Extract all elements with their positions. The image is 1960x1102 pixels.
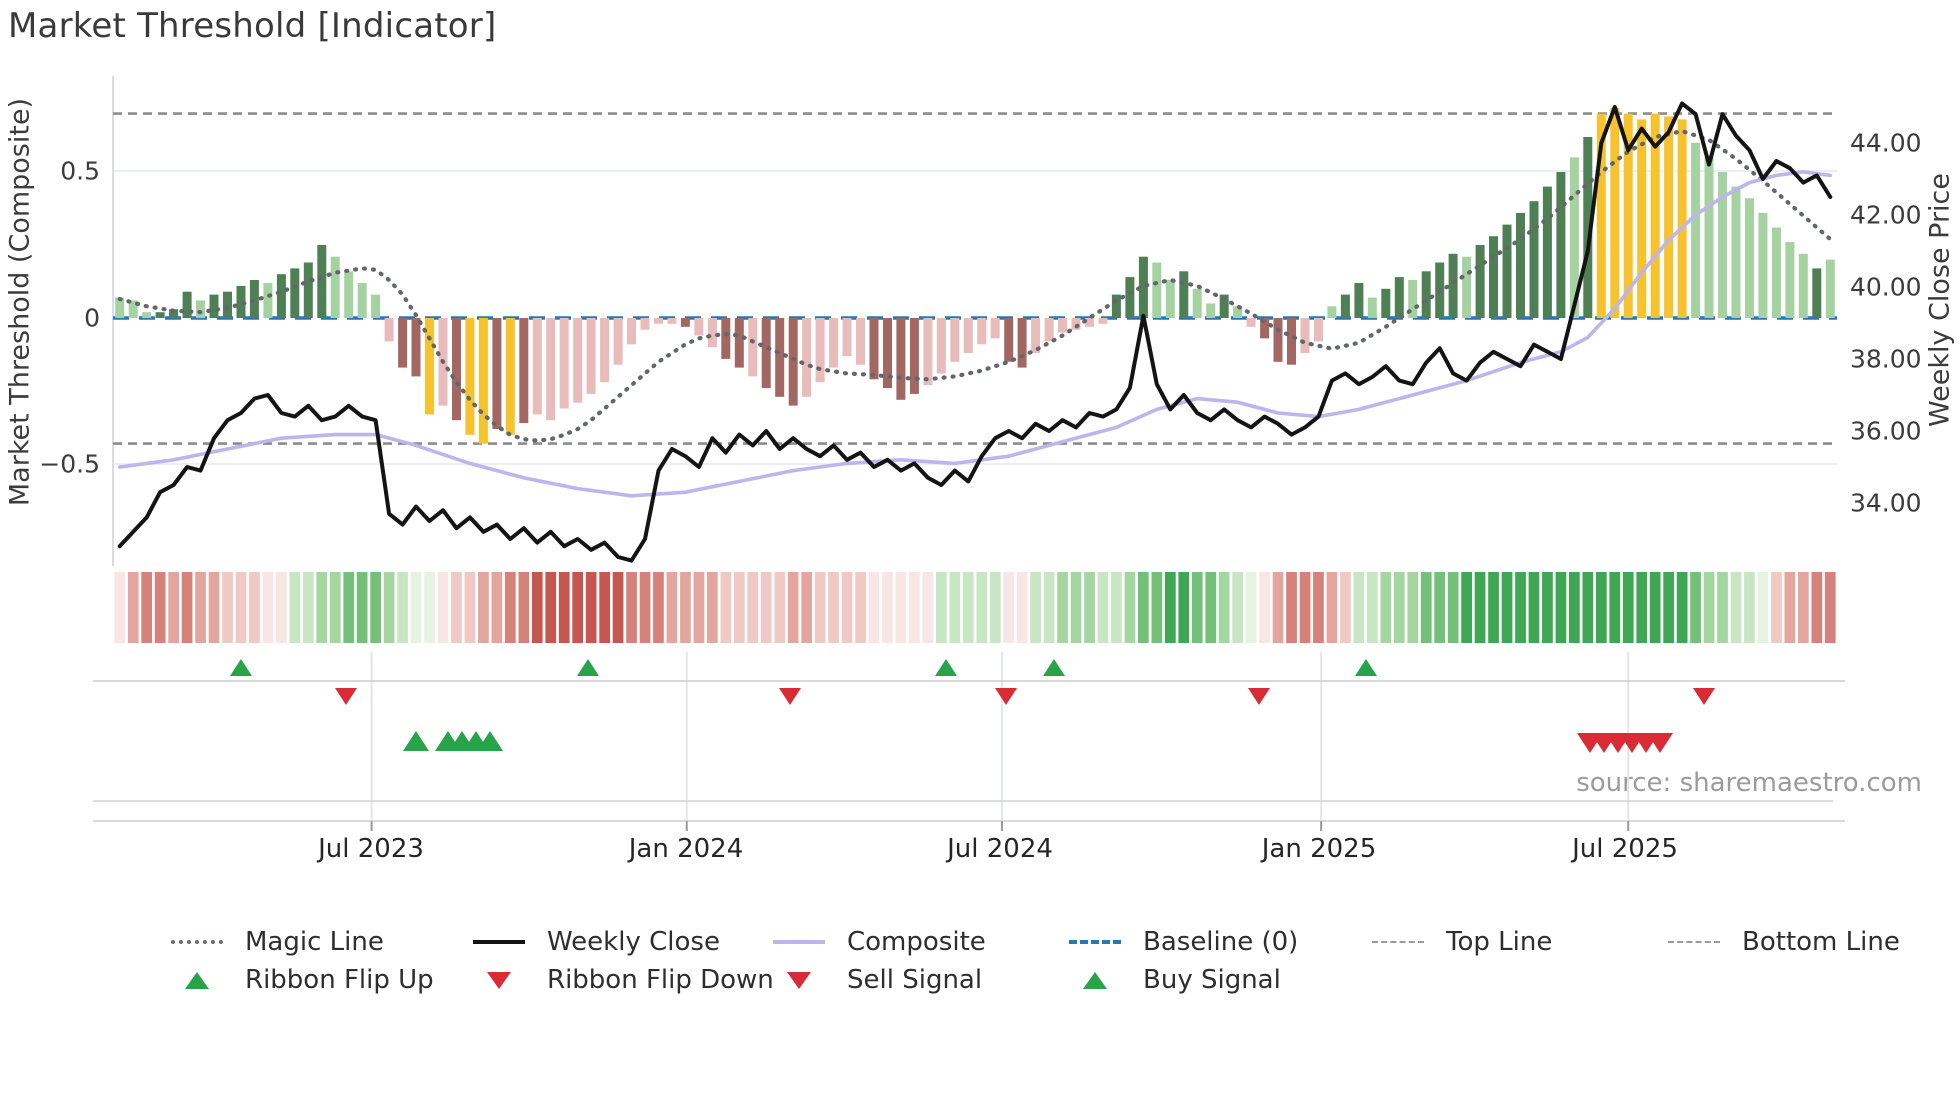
legend-item-buy-signal: Buy Signal <box>1069 963 1281 997</box>
solid-line-icon <box>473 940 525 944</box>
dashed-line-icon <box>1372 941 1424 943</box>
legend-item-top-line: Top Line <box>1372 925 1552 959</box>
legend-item-bottom-line: Bottom Line <box>1668 925 1900 959</box>
legend-item-composite: Composite <box>773 925 986 959</box>
right-axis-tick: 44.00 <box>1850 128 1922 158</box>
right-axis-tick: 42.00 <box>1850 200 1922 230</box>
legend-item-baseline: Baseline (0) <box>1069 925 1298 959</box>
source-credit: source: sharemaestro.com <box>1576 768 1922 798</box>
legend-item-weekly-close: Weekly Close <box>473 925 720 959</box>
legend-item-sell-signal: Sell Signal <box>773 963 982 997</box>
x-axis-tick: Jul 2023 <box>318 834 424 864</box>
solid-line-icon <box>773 940 825 944</box>
triangle-down-icon <box>473 971 525 989</box>
left-axis-tick: 0.5 <box>60 156 100 186</box>
legend-item-ribbon-flip-down: Ribbon Flip Down <box>473 963 774 997</box>
triangle-up-icon <box>1069 971 1121 989</box>
dashed-line-icon <box>1069 940 1121 944</box>
x-axis-tick: Jul 2025 <box>1572 834 1678 864</box>
page-title: Market Threshold [Indicator] <box>8 6 497 46</box>
x-axis-tick: Jan 2024 <box>628 834 744 864</box>
right-axis-tick: 40.00 <box>1850 272 1922 302</box>
right-axis-tick: 34.00 <box>1850 488 1922 518</box>
left-axis-tick: 0 <box>84 303 100 333</box>
triangle-up-icon <box>171 971 223 989</box>
legend-item-magic-line: Magic Line <box>171 925 384 959</box>
legend-item-ribbon-flip-up: Ribbon Flip Up <box>171 963 434 997</box>
dashed-line-icon <box>1668 941 1720 943</box>
dotted-line-icon <box>171 940 223 944</box>
triangle-down-icon <box>773 971 825 989</box>
right-axis-tick: 36.00 <box>1850 416 1922 446</box>
x-axis-tick: Jul 2024 <box>947 834 1053 864</box>
right-axis-tick: 38.00 <box>1850 344 1922 374</box>
x-axis-tick: Jan 2025 <box>1261 834 1377 864</box>
left-axis-tick: −0.5 <box>39 449 100 479</box>
